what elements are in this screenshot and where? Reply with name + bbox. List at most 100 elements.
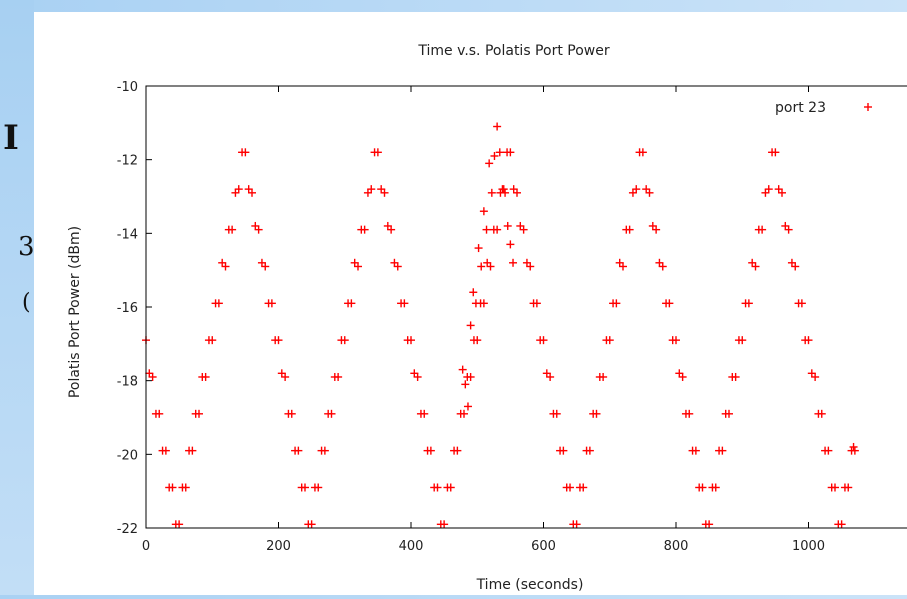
data-point [241,148,250,157]
data-point [175,520,184,529]
data-point [195,409,203,418]
data-point [208,336,217,345]
data-point [473,336,482,345]
data-point [201,372,210,381]
data-point [155,409,164,418]
data-point [460,409,468,418]
data-point [506,240,515,249]
data-point [340,336,349,345]
data-point [490,151,499,160]
data-point [469,288,478,297]
data-point [471,299,480,308]
data-point [632,185,641,194]
data-point [705,520,714,529]
data-point [698,483,707,492]
data-point [513,188,521,197]
data-point [294,446,303,455]
data-point [771,148,780,157]
data-point [532,299,541,308]
data-point [744,299,753,308]
data-point [463,402,472,411]
axis-ticks: 020040060080010001-22-20-18-16-14-12-10 [117,80,825,554]
data-point [738,336,747,345]
data-point [221,262,230,271]
data-point [711,483,720,492]
y-axis-label: Polatis Port Power (dBm) [67,226,83,398]
legend-marker-plus [864,103,872,111]
data-point [477,262,486,271]
slide-text-fragment-1: I [3,118,19,158]
slide-text-fragment-2: 3 [18,232,35,262]
data-point [254,225,263,234]
data-point [393,262,402,271]
x-tick-label: 600 [531,539,556,554]
y-tick-label: -22 [117,522,138,537]
data-point [731,372,740,381]
data-point [214,299,223,308]
data-point [539,336,548,345]
data-point [433,483,442,492]
scatter-chart: Time v.s. Polatis Port Power Polatis Por… [67,43,907,593]
data-point [546,372,555,381]
data-point [625,225,634,234]
data-point [228,225,237,234]
data-point [778,188,786,197]
data-point [804,336,813,345]
data-point [301,483,309,492]
data-point [811,372,820,381]
data-point [161,446,170,455]
data-point [493,122,502,131]
data-point [347,299,356,308]
data-point [764,185,773,194]
data-point [605,336,614,345]
data-point [426,446,435,455]
data-point [234,185,243,194]
data-point [645,188,654,197]
data-point [501,188,510,197]
data-point [519,225,528,234]
data-point [850,446,859,455]
y-tick-label: -12 [117,154,138,169]
data-point [466,321,475,330]
legend: port 23 [775,100,872,116]
y-tick-label: -18 [117,375,138,390]
data-point [566,483,574,492]
data-point [718,446,727,455]
data-point [572,520,581,529]
data-point [373,148,382,157]
data-point [506,148,515,157]
legend-label: port 23 [775,100,826,116]
x-tick-label: 200 [266,539,291,554]
data-point [652,225,661,234]
data-point [461,380,470,389]
data-point [387,225,396,234]
data-point [579,483,588,492]
data-point [479,207,488,216]
data-point [817,409,826,418]
data-point [526,262,535,271]
data-point [440,520,449,529]
data-point [248,188,256,197]
data-point [466,372,475,381]
y-tick-label: -16 [117,301,138,316]
data-point [495,148,504,157]
y-tick-label: -14 [117,227,138,242]
data-point [612,299,621,308]
data-point [831,483,839,492]
slide-background-strip: I 3 ( [0,0,35,595]
data-point [691,446,700,455]
data-point [592,409,601,418]
data-point [559,446,568,455]
data-point [181,483,190,492]
y-tick-label: -10 [117,80,138,95]
data-point [307,520,316,529]
data-point [797,299,806,308]
data-point [503,221,512,230]
data-point [446,483,455,492]
data-point [725,409,733,418]
plot-frame [145,85,907,529]
data-point [685,409,694,418]
data-point [844,483,853,492]
data-point [493,225,502,234]
y-tick-label: -20 [117,448,138,463]
